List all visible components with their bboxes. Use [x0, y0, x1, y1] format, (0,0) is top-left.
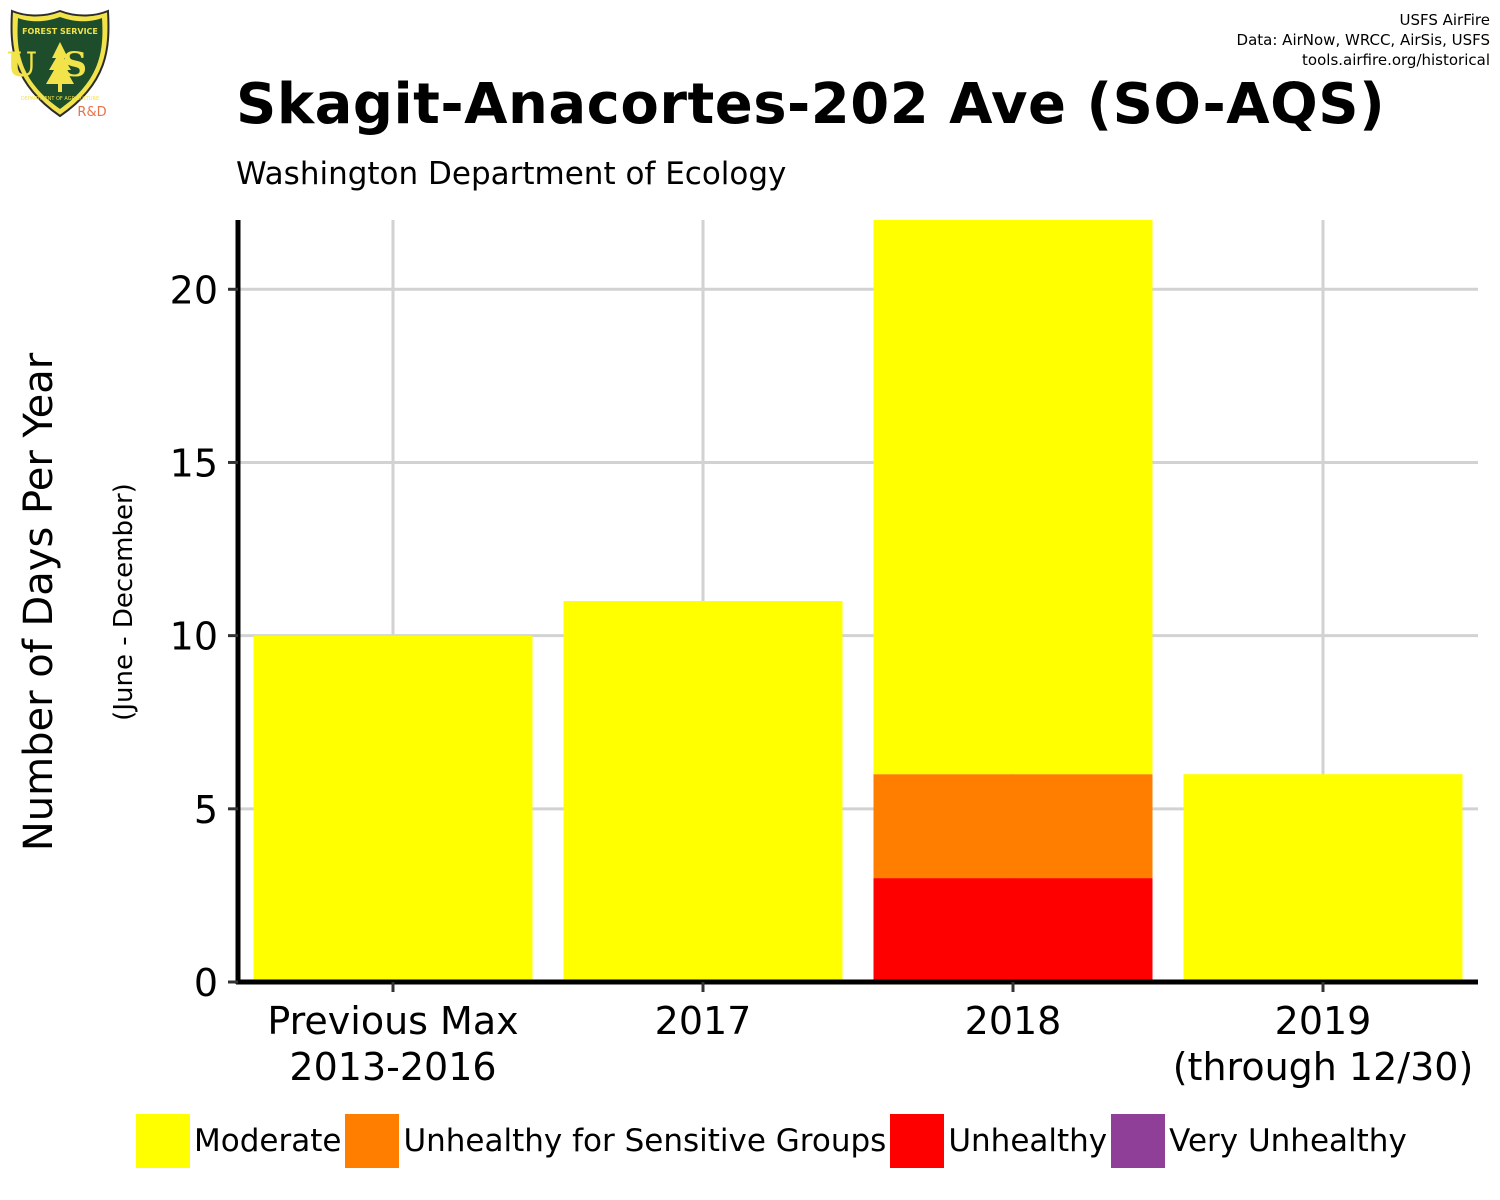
legend-swatch — [136, 1114, 190, 1168]
y-axis-label: Number of Days Per Year — [16, 352, 62, 851]
x-tick-label: 2018 — [965, 999, 1062, 1043]
legend-label: Unhealthy — [948, 1123, 1108, 1159]
legend-swatch — [345, 1114, 400, 1168]
x-tick-label: 2019 — [1275, 999, 1372, 1043]
legend-swatch — [1111, 1114, 1166, 1168]
legend-item: Moderate — [136, 1114, 341, 1168]
credits-line: tools.airfire.org/historical — [1302, 51, 1490, 69]
logo-letters: US — [8, 45, 112, 85]
legend-label: Moderate — [194, 1123, 342, 1159]
legend: Moderate Unhealthy for Sensitive Groups Un… — [136, 1113, 1411, 1169]
credits-line: Data: AirNow, WRCC, AirSis, USFS — [1236, 31, 1490, 49]
bar-segment — [873, 774, 1153, 879]
usfs-logo: FOREST SERVICE US DEPARTMENT OF AGRICULT… — [8, 9, 112, 120]
credits-line: USFS AirFire — [1399, 11, 1490, 29]
bar-segment — [1183, 774, 1463, 982]
legend-label: Unhealthy for Sensitive Groups — [403, 1123, 887, 1159]
legend-item: Very Unhealthy — [1111, 1114, 1407, 1168]
x-tick-label: 2013-2016 — [289, 1045, 496, 1089]
logo-rd-label: R&D — [77, 105, 106, 120]
bar-segment — [253, 635, 533, 982]
bar-segment — [563, 601, 843, 982]
x-tick-label: Previous Max — [267, 999, 518, 1043]
credits: USFS AirFire Data: AirNow, WRCC, AirSis,… — [1237, 10, 1490, 70]
y-axis-sublabel: (June - December) — [109, 483, 139, 721]
y-tick-labels: 0 5 10 15 20 — [170, 268, 218, 1005]
y-tick-label: 10 — [170, 615, 218, 659]
x-tick-label: 2017 — [655, 999, 752, 1043]
logo-top-text: FOREST SERVICE — [22, 27, 98, 36]
chart-subtitle: Washington Department of Ecology — [236, 156, 787, 192]
tree-icon — [46, 42, 74, 84]
chart-title: Skagit-Anacortes-202 Ave (SO-AQS) — [236, 72, 1386, 137]
legend-item: Unhealthy for Sensitive Groups — [345, 1114, 886, 1168]
axes — [228, 220, 1478, 992]
y-tick-label: 0 — [194, 961, 218, 1005]
logo-bottom-text: DEPARTMENT OF AGRICULTURE — [21, 96, 99, 102]
x-tick-label: (through 12/30) — [1173, 1045, 1474, 1089]
legend-item: Unhealthy — [890, 1114, 1107, 1168]
legend-label: Very Unhealthy — [1169, 1123, 1407, 1159]
legend-swatch — [890, 1114, 945, 1168]
y-tick-label: 5 — [194, 788, 218, 832]
y-tick-label: 15 — [170, 441, 218, 485]
bar-segment — [873, 220, 1153, 775]
y-tick-label: 20 — [170, 268, 218, 312]
bar-segment — [873, 878, 1153, 982]
bars — [253, 220, 1463, 982]
